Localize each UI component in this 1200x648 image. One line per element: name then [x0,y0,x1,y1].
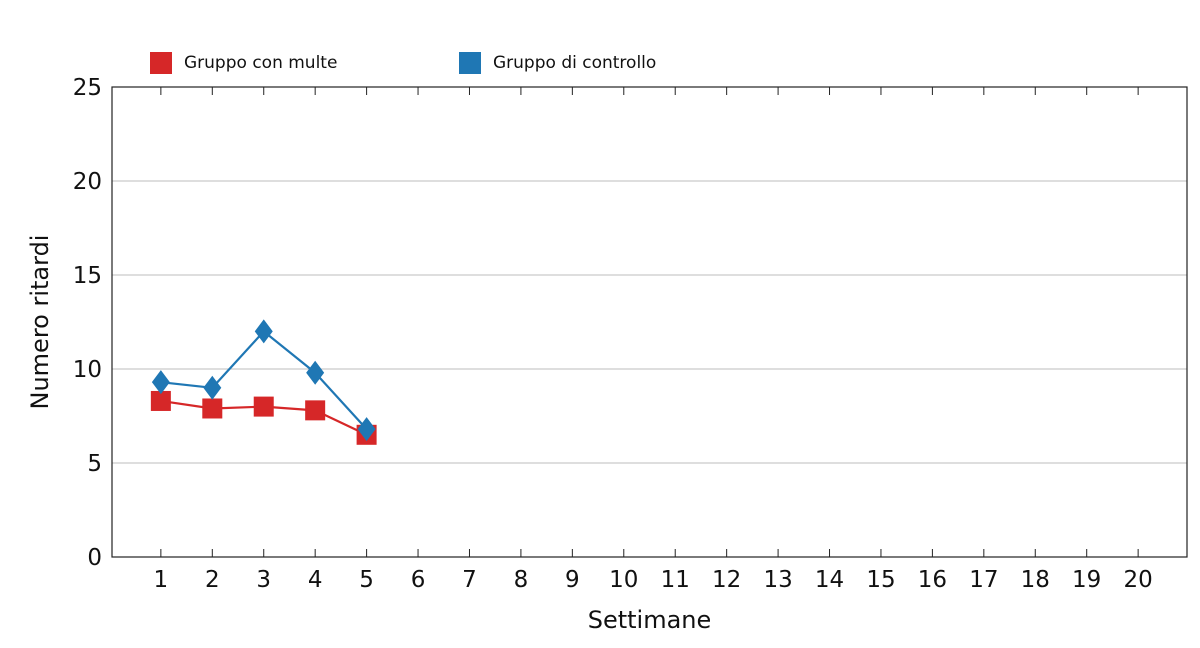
x-tick-label: 1 [154,567,169,593]
x-tick-label: 17 [969,567,998,593]
x-tick-label: 3 [256,567,271,593]
legend-label: Gruppo con multe [184,53,337,73]
data-point [305,400,326,421]
y-tick-label: 5 [87,451,102,477]
x-tick-label: 6 [411,567,426,593]
legend: Gruppo con multe Gruppo di controllo [150,52,656,74]
data-point [151,370,170,395]
data-point [306,360,325,385]
x-tick-label: 4 [308,567,323,593]
x-tick-label: 10 [609,567,638,593]
x-tick-label: 12 [712,567,741,593]
y-axis-title: Numero ritardi [26,235,54,410]
x-tick-label: 9 [565,567,580,593]
series-layer [150,319,377,445]
data-point [254,319,273,344]
x-tick-label: 16 [918,567,947,593]
x-tick-label: 8 [514,567,529,593]
y-tick-label: 10 [73,357,102,383]
legend-swatch [459,52,481,74]
y-tick-label: 15 [73,263,102,289]
y-tick-label: 20 [73,169,102,195]
grid-lines [112,180,1187,464]
x-tick-label: 14 [815,567,844,593]
x-tick-label: 11 [661,567,690,593]
x-tick-label: 5 [359,567,374,593]
legend-label: Gruppo di controllo [493,53,656,73]
data-point [253,396,274,417]
data-point [357,417,376,442]
x-tick-label: 15 [866,567,895,593]
series-2 [151,319,376,442]
x-tick-label: 20 [1123,567,1152,593]
data-point [150,390,171,411]
series-1 [150,390,377,445]
y-tick-label: 0 [87,545,102,571]
y-tick-label: 25 [73,75,102,101]
data-point [202,398,223,419]
x-tick-label: 2 [205,567,220,593]
x-tick-label: 18 [1021,567,1050,593]
data-point [203,375,222,400]
x-tick-label: 19 [1072,567,1101,593]
legend-swatch [150,52,172,74]
x-tick-label: 7 [462,567,477,593]
plot-frame [111,86,1188,558]
x-tick-label: 13 [763,567,792,593]
x-axis-title: Settimane [588,606,712,634]
